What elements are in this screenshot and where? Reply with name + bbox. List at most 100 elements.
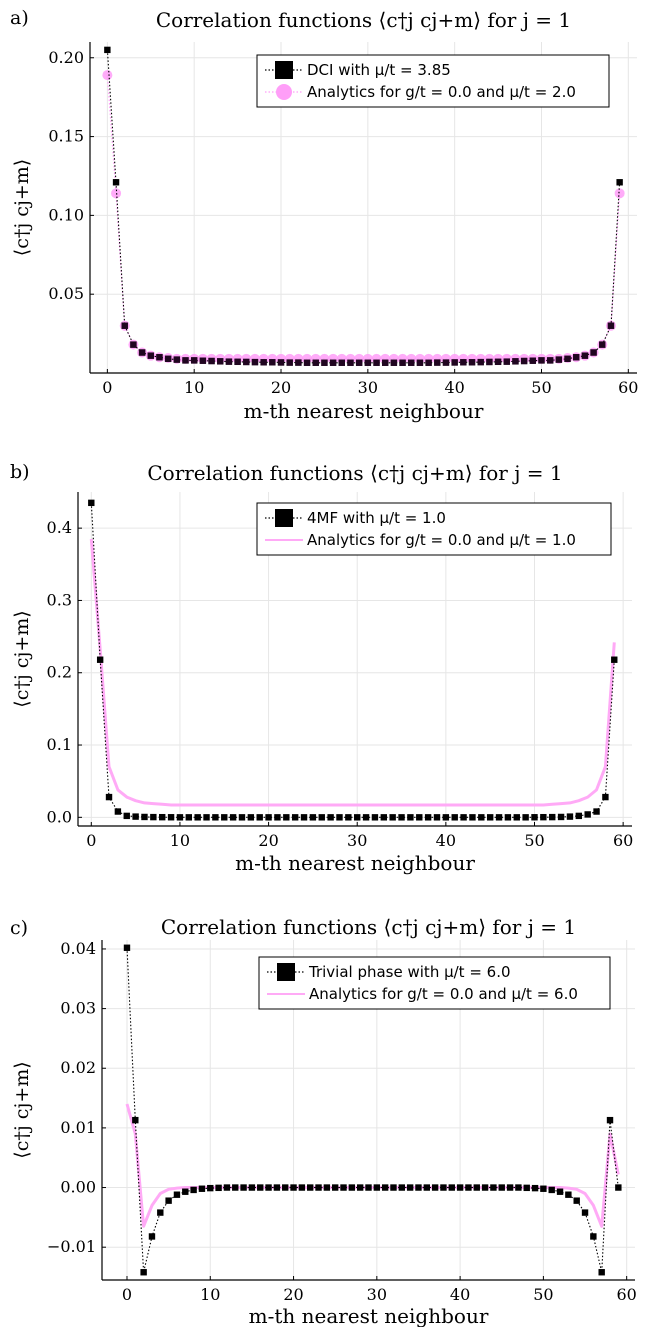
data-point-numerical	[465, 1184, 472, 1191]
data-point-numerical	[300, 814, 308, 821]
data-point-overlap	[494, 358, 502, 366]
data-point-numerical	[606, 1116, 614, 1124]
data-point-numerical	[323, 1184, 331, 1191]
data-point-overlap	[260, 359, 267, 366]
y-tick-label: 0.1	[47, 735, 72, 754]
data-point-overlap	[121, 322, 128, 329]
data-point-numerical	[557, 813, 565, 821]
x-tick-label: 30	[358, 378, 378, 397]
data-point-numerical	[345, 814, 352, 821]
data-point-numerical	[440, 1184, 447, 1191]
data-point-numerical	[265, 1184, 272, 1191]
data-point-overlap	[277, 359, 285, 366]
data-point-numerical	[96, 656, 104, 663]
y-tick-label: 0.15	[48, 127, 84, 146]
data-point-numerical	[257, 1184, 264, 1191]
data-point-overlap	[190, 357, 198, 364]
data-point-numerical	[415, 1184, 422, 1191]
data-point-numerical	[531, 814, 538, 821]
data-point-numerical	[362, 814, 370, 821]
y-tick-label: −0.01	[47, 1237, 96, 1256]
data-point-numerical	[406, 1184, 414, 1191]
legend-label: Trivial phase with μ/t = 6.0	[308, 963, 511, 981]
y-axis-label: ⟨c†j cj+m⟩	[11, 159, 33, 256]
data-point-numerical	[309, 814, 317, 821]
y-axis-label: ⟨c†j cj+m⟩	[11, 610, 33, 707]
data-point-analytics	[614, 188, 625, 199]
data-point-numerical	[265, 814, 272, 821]
data-point-numerical	[274, 814, 281, 821]
legend-label: 4MF with μ/t = 1.0	[307, 509, 446, 527]
data-point-numerical	[473, 1184, 480, 1191]
data-point-numerical	[190, 1186, 197, 1194]
data-point-overlap	[573, 354, 580, 361]
chart-panel-b: b) Correlation functions ⟨c†j cj+m⟩ for j…	[10, 461, 633, 875]
data-point-overlap	[546, 357, 554, 364]
data-point-numerical	[207, 1184, 214, 1192]
x-tick-label: 20	[283, 1285, 303, 1304]
y-tick-label: 0.02	[60, 1058, 96, 1077]
data-point-numerical	[132, 813, 139, 820]
data-point-overlap	[225, 358, 233, 365]
data-point-numerical	[356, 1184, 364, 1191]
data-point-numerical	[602, 793, 609, 801]
data-point-overlap	[460, 359, 467, 366]
legend-label: DCI with μ/t = 3.85	[307, 61, 451, 79]
data-point-overlap	[338, 359, 345, 366]
data-point-overlap	[156, 354, 163, 361]
data-point-overlap	[408, 359, 415, 366]
x-tick-label: 30	[367, 1285, 387, 1304]
data-point-numerical	[123, 944, 131, 951]
y-tick-label: 0.01	[60, 1118, 96, 1137]
data-point-numerical	[498, 1184, 505, 1191]
data-point-overlap	[564, 355, 571, 363]
data-point-numerical	[365, 1184, 372, 1191]
data-point-numerical	[416, 814, 423, 821]
data-point-numerical	[584, 811, 591, 818]
data-point-numerical	[407, 814, 414, 821]
data-point-numerical	[451, 814, 458, 821]
data-point-numerical	[141, 813, 148, 821]
data-point-overlap	[520, 357, 528, 365]
panel-label: a)	[10, 7, 29, 29]
data-point-overlap	[599, 341, 606, 348]
data-point-numerical	[504, 814, 512, 821]
data-point-overlap	[529, 357, 537, 364]
y-tick-label: 0.0	[47, 807, 72, 826]
data-point-numerical	[460, 814, 467, 821]
data-point-numerical	[506, 1184, 514, 1191]
data-point-overlap	[538, 357, 545, 364]
data-point-numerical	[495, 814, 503, 821]
data-point-numerical	[469, 814, 476, 821]
data-point-numerical	[112, 179, 120, 186]
data-point-numerical	[513, 814, 520, 821]
y-tick-label: 0.03	[60, 999, 96, 1018]
chart-title: Correlation functions ⟨c†j cj+m⟩ for j =…	[147, 461, 562, 485]
legend-marker-numerical	[275, 509, 293, 527]
chart-title: Correlation functions ⟨c†j cj+m⟩ for j =…	[156, 8, 571, 32]
series-line-analytics	[125, 1103, 620, 1228]
data-point-overlap	[399, 359, 406, 366]
data-point-overlap	[182, 357, 189, 364]
y-tick-label: 0.05	[48, 284, 84, 303]
data-point-numerical	[481, 1184, 489, 1191]
data-point-overlap	[347, 359, 354, 366]
data-point-overlap	[390, 359, 398, 366]
data-point-numerical	[433, 814, 441, 821]
data-point-numerical	[456, 1184, 464, 1191]
x-tick-label: 60	[618, 378, 638, 397]
data-point-numerical	[247, 814, 255, 821]
data-point-numerical	[215, 1184, 222, 1192]
data-point-numerical	[182, 1188, 189, 1195]
data-point-numerical	[515, 1184, 522, 1191]
y-tick-label: 0.20	[48, 48, 84, 67]
data-point-numerical	[173, 1191, 181, 1198]
data-point-numerical	[565, 1191, 572, 1198]
x-tick-label: 0	[86, 831, 96, 850]
panel-label: c)	[10, 917, 28, 939]
data-point-overlap	[199, 357, 207, 364]
data-point-overlap	[251, 358, 259, 366]
data-point-numerical	[371, 814, 379, 821]
chart-title: Correlation functions ⟨c†j cj+m⟩ for j =…	[161, 915, 576, 939]
data-point-numerical	[389, 814, 396, 821]
